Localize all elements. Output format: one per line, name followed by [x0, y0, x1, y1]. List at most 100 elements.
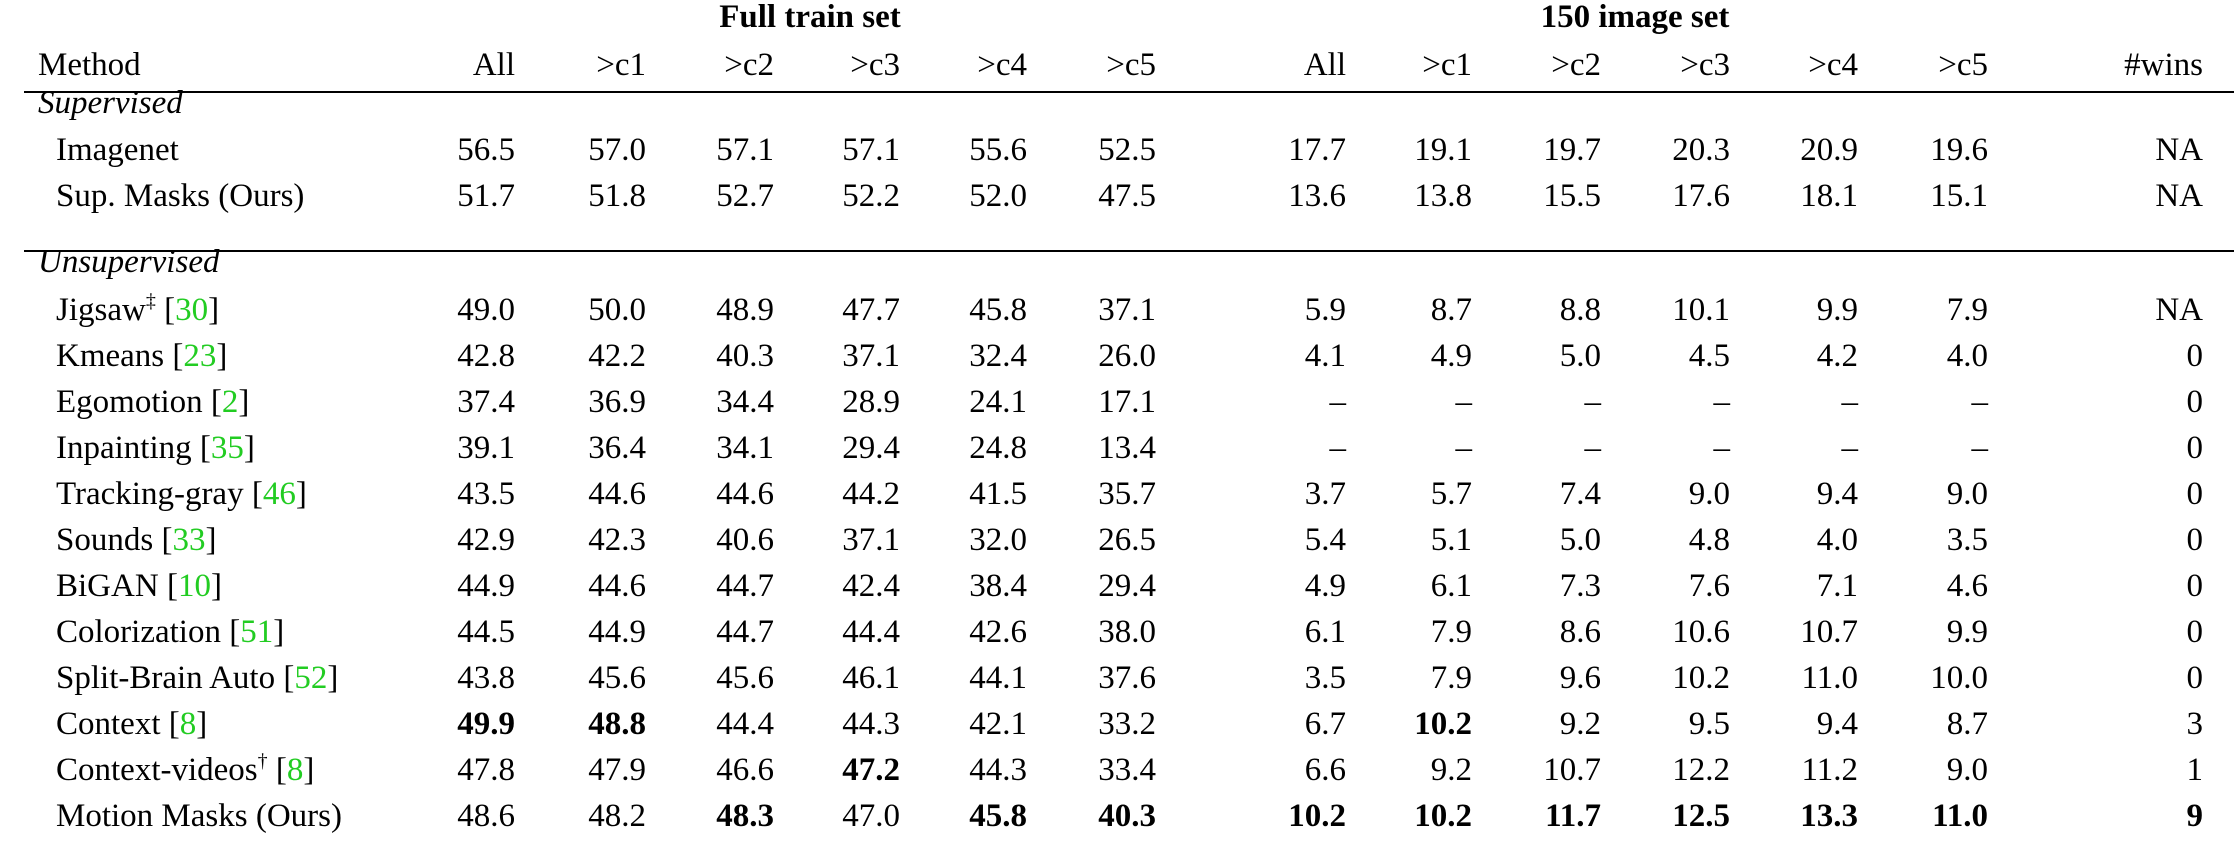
cell-full: 49.0	[457, 292, 515, 328]
citation-link[interactable]: 23	[183, 338, 217, 374]
cell-wins: 0	[2186, 522, 2204, 558]
cell-150: 7.4	[1559, 476, 1601, 512]
cell-full: 48.9	[716, 292, 774, 328]
cell-full: 44.3	[842, 706, 900, 742]
cell-wins: 0	[2186, 430, 2204, 466]
cell-full: 44.5	[457, 614, 515, 650]
cell-150: 11.0	[1932, 798, 1988, 834]
citation-link[interactable]: 10	[177, 568, 211, 604]
citation-link[interactable]: 8	[179, 706, 197, 742]
method-label: Kmeans	[56, 338, 165, 374]
header-small-col: >c3	[1680, 47, 1730, 83]
cell-full: 34.4	[716, 384, 774, 420]
cell-full: 37.1	[842, 338, 900, 374]
cell-full: 38.4	[969, 568, 1027, 604]
cell-full: 57.0	[588, 132, 646, 168]
cell-full: 44.1	[969, 660, 1027, 696]
citation-link[interactable]: 30	[175, 292, 209, 328]
cell-full: 41.5	[969, 476, 1027, 512]
cell-full: 44.6	[588, 568, 646, 604]
cell-150: 3.5	[1304, 660, 1346, 696]
cell-150: 5.0	[1559, 338, 1601, 374]
cell-150: 15.5	[1543, 178, 1601, 214]
cell-150: 5.7	[1430, 476, 1472, 512]
cell-full: 44.3	[969, 752, 1027, 788]
cell-full: 45.8	[969, 292, 1027, 328]
cell-full: 47.8	[457, 752, 515, 788]
cell-full: 36.9	[588, 384, 646, 420]
cell-full: 37.6	[1098, 660, 1156, 696]
cell-150: 12.5	[1672, 798, 1730, 834]
cell-150: 8.7	[1946, 706, 1988, 742]
citation-link[interactable]: 2	[221, 384, 239, 420]
cell-150: –	[1841, 384, 1859, 420]
cell-150: 9.4	[1816, 706, 1858, 742]
cell-150: –	[1329, 384, 1347, 420]
cell-full: 24.1	[969, 384, 1027, 420]
citation-link[interactable]: 46	[262, 476, 296, 512]
cell-150: 19.1	[1414, 132, 1472, 168]
cell-full: 52.7	[716, 178, 774, 214]
cell-full: 47.5	[1098, 178, 1156, 214]
cell-150: 19.6	[1930, 132, 1988, 168]
cell-full: 47.2	[842, 752, 900, 788]
cell-150: –	[1713, 384, 1731, 420]
cell-full: 37.1	[842, 522, 900, 558]
cell-full: 48.3	[716, 798, 774, 834]
cell-150: 10.6	[1672, 614, 1730, 650]
cell-150: 17.7	[1288, 132, 1346, 168]
header-small-col: >c4	[1808, 47, 1858, 83]
cell-full: 40.3	[1098, 798, 1156, 834]
cell-150: 9.0	[1946, 752, 1988, 788]
method-label: Motion Masks (Ours)	[56, 798, 342, 834]
cell-full: 26.0	[1098, 338, 1156, 374]
section-title: Supervised	[38, 85, 183, 121]
citation-link[interactable]: 51	[240, 614, 274, 650]
method-label: Colorization	[56, 614, 221, 650]
cell-150: –	[1329, 430, 1347, 466]
cell-150: 6.1	[1430, 568, 1472, 604]
cell-150: 5.1	[1430, 522, 1472, 558]
citation-link[interactable]: 35	[210, 430, 244, 466]
method-footnote-mark: ‡	[145, 290, 156, 312]
cell-150: 10.2	[1672, 660, 1730, 696]
cell-150: 5.0	[1559, 522, 1601, 558]
cell-150: 4.0	[1816, 522, 1858, 558]
cell-full: 51.7	[457, 178, 515, 214]
cell-full: 52.5	[1098, 132, 1156, 168]
citation-link[interactable]: 52	[294, 660, 328, 696]
cell-150: 4.2	[1816, 338, 1858, 374]
cell-full: 32.0	[969, 522, 1027, 558]
cell-150: 9.6	[1559, 660, 1601, 696]
citation-link[interactable]: 8	[286, 752, 304, 788]
group-header-full-train: Full train set	[719, 0, 901, 35]
cell-full: 43.8	[457, 660, 515, 696]
cell-full: 42.1	[969, 706, 1027, 742]
cell-full: 35.7	[1098, 476, 1156, 512]
cell-150: 10.2	[1414, 798, 1472, 834]
cell-150: 6.6	[1304, 752, 1346, 788]
citation-link[interactable]: 33	[172, 522, 206, 558]
method-name: Egomotion [2]	[56, 384, 250, 420]
method-name: Colorization [51]	[56, 614, 285, 650]
cell-full: 42.9	[457, 522, 515, 558]
cell-150: 10.2	[1288, 798, 1346, 834]
header-small-col: >c5	[1938, 47, 1988, 83]
cell-wins: 0	[2186, 476, 2204, 512]
cell-full: 44.7	[716, 614, 774, 650]
cell-150: 9.4	[1816, 476, 1858, 512]
cell-150: 9.2	[1559, 706, 1601, 742]
method-name: Context [8]	[56, 706, 208, 742]
cell-full: 29.4	[1098, 568, 1156, 604]
cell-full: 33.4	[1098, 752, 1156, 788]
cell-full: 47.0	[842, 798, 900, 834]
header-full-col: All	[472, 47, 515, 83]
method-name: Motion Masks (Ours)	[56, 796, 342, 836]
method-label: Context-videos	[56, 752, 258, 788]
cell-full: 51.8	[588, 178, 646, 214]
header-full-col: >c3	[850, 47, 900, 83]
cell-150: 13.3	[1800, 798, 1858, 834]
header-full-col: >c2	[724, 47, 774, 83]
method-name: Context-videos† [8]	[56, 750, 315, 788]
cell-full: 42.2	[588, 338, 646, 374]
